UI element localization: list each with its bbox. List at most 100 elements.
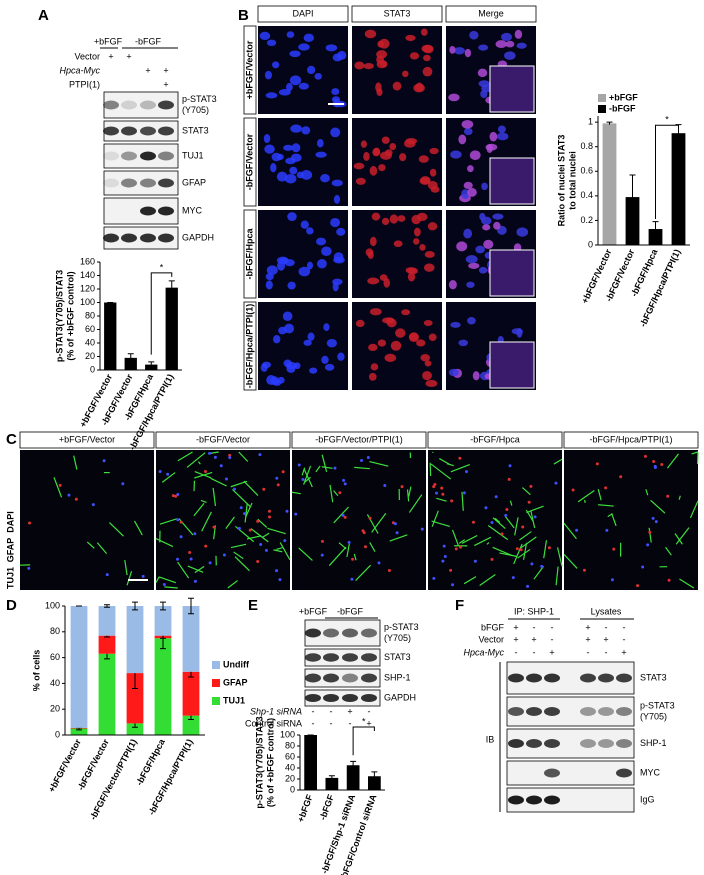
- nucleus: [653, 464, 657, 468]
- y-tick-label: 100: [80, 297, 95, 307]
- nucleus: [27, 566, 31, 570]
- nucleus: [58, 483, 62, 487]
- cell: [378, 164, 386, 172]
- neurite: [530, 510, 536, 529]
- neurite: [53, 477, 63, 498]
- blot-band: [544, 707, 560, 716]
- nucleus: [285, 509, 289, 513]
- cell: [427, 222, 438, 231]
- neurite: [446, 463, 454, 467]
- cell: [290, 124, 302, 133]
- cell: [425, 379, 438, 388]
- nucleus: [507, 477, 511, 481]
- cell: [279, 257, 289, 265]
- blot-band: [305, 653, 321, 662]
- cell: [495, 40, 507, 49]
- cell: [467, 165, 474, 173]
- neurite: [679, 578, 695, 589]
- nucleus: [193, 532, 197, 536]
- y-tick-label: 40: [50, 678, 60, 688]
- neurite: [250, 528, 269, 543]
- cell: [331, 88, 340, 95]
- significance-label: *: [665, 115, 669, 125]
- y-tick-label: 0: [55, 729, 60, 739]
- nucleus: [490, 521, 494, 525]
- cell: [289, 75, 302, 86]
- nucleus: [471, 520, 475, 524]
- neurite: [257, 518, 268, 528]
- condition-box: [563, 431, 699, 449]
- y-tick-label: 20: [85, 351, 95, 361]
- neurite: [315, 465, 321, 473]
- bar-segment: [182, 715, 200, 735]
- bar: [304, 735, 317, 790]
- nucleus: [67, 493, 71, 497]
- neurite: [232, 489, 251, 507]
- neurite: [230, 543, 247, 549]
- blot-label: (Y705): [384, 633, 411, 643]
- neurite: [109, 522, 124, 537]
- nucleus: [473, 559, 477, 563]
- cell: [419, 177, 431, 185]
- cell: [286, 31, 295, 38]
- neurite: [346, 543, 350, 558]
- condition-box: [291, 431, 427, 449]
- treatment-label: Vector: [74, 51, 100, 61]
- cell: [420, 28, 428, 36]
- cell: [489, 131, 498, 142]
- cell: [289, 50, 301, 58]
- cell: [369, 165, 378, 176]
- neurite: [233, 551, 244, 560]
- nucleus: [278, 578, 282, 582]
- cell: [466, 281, 475, 288]
- neurite: [430, 463, 452, 480]
- nucleus: [387, 568, 391, 572]
- nucleus: [571, 488, 575, 492]
- nucleus: [604, 486, 608, 490]
- nucleus: [652, 460, 656, 464]
- nucleus: [262, 487, 266, 491]
- cell: [317, 259, 327, 269]
- neurite: [432, 451, 434, 454]
- y-tick-label: 0.6: [580, 166, 593, 176]
- cell: [413, 227, 421, 237]
- treatment-sign: +: [145, 65, 150, 75]
- nucleus: [605, 528, 609, 532]
- y-tick-label: 0.2: [580, 215, 593, 225]
- blot-band: [342, 653, 358, 662]
- treatment-sign: +: [126, 51, 131, 61]
- neurite: [492, 517, 506, 529]
- neurite: [200, 499, 207, 503]
- neurite: [504, 515, 515, 529]
- neurite: [301, 467, 306, 476]
- nucleus: [219, 464, 223, 468]
- nucleus: [441, 492, 445, 496]
- neurite: [519, 531, 532, 541]
- condition-header: -bFGF: [135, 36, 162, 46]
- bar: [325, 777, 339, 790]
- nucleus: [256, 559, 260, 563]
- cell: [423, 44, 434, 54]
- cell: [259, 31, 271, 41]
- neurite: [298, 547, 313, 561]
- neurite: [155, 576, 160, 583]
- nucleus: [443, 555, 447, 559]
- panel-label: F: [455, 597, 464, 614]
- cell: [500, 32, 513, 41]
- cell: [480, 89, 488, 99]
- cell: [266, 39, 277, 47]
- nucleus: [490, 557, 494, 561]
- blot-band: [616, 739, 632, 748]
- treatment-sign: -: [312, 718, 315, 728]
- neurite: [492, 546, 513, 557]
- treatment-sign: -: [605, 622, 608, 632]
- bar-segment: [98, 635, 116, 654]
- condition-label: -bFGF/Hpca/PTPI(1): [244, 304, 254, 389]
- nucleus: [462, 491, 466, 495]
- nucleus: [540, 564, 544, 568]
- neurite: [607, 513, 613, 518]
- bar: [346, 765, 360, 790]
- treatment-sign: -: [533, 622, 536, 632]
- nucleus: [500, 532, 504, 536]
- nucleus: [393, 522, 397, 526]
